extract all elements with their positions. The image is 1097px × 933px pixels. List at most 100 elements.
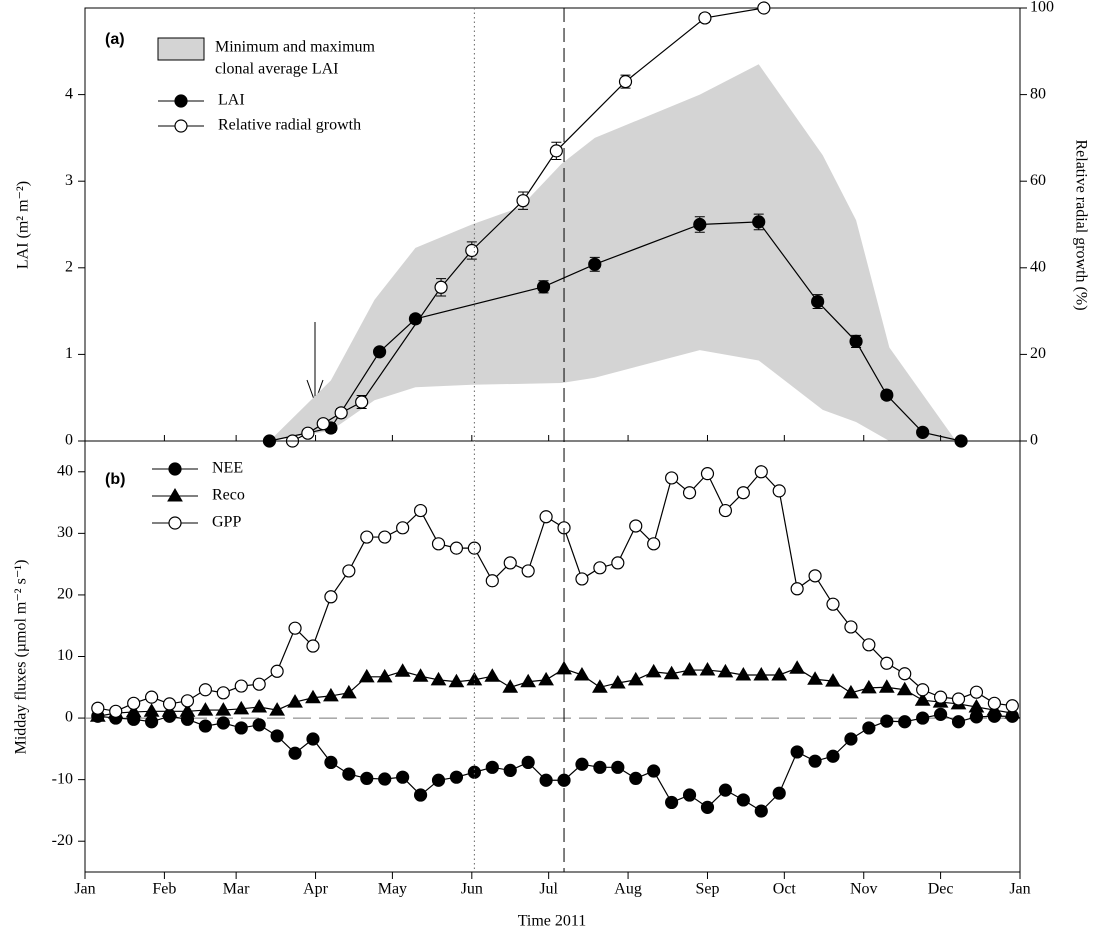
marker [372,345,387,359]
y-tick-label: 40 [57,462,73,479]
marker [898,667,912,681]
marker [288,746,302,760]
marker [700,800,715,814]
x-tick-label: Mar [223,881,250,898]
marker [609,674,626,689]
marker [645,663,662,678]
legend-swatch [157,37,205,61]
marker [324,755,338,770]
marker [396,770,410,784]
marker [485,574,499,588]
marker [771,666,788,681]
y2-tick-label: 20 [1030,345,1046,362]
marker [647,764,661,778]
marker [162,697,177,711]
marker [916,425,930,439]
marker [735,666,752,681]
marker [588,257,602,271]
panel-label: (b) [105,471,125,488]
marker [288,621,302,635]
marker [663,665,680,680]
marker [215,702,232,716]
marker [520,673,537,688]
marker [521,755,535,770]
marker [167,488,183,502]
marker [270,664,284,678]
marker [752,215,766,229]
marker [376,668,393,683]
marker [125,703,142,718]
marker [718,503,733,518]
marker [378,772,392,786]
marker [431,537,446,551]
marker [968,698,985,713]
marker [301,426,315,440]
marker [233,700,250,715]
marker [449,770,464,784]
marker [287,694,303,708]
legend-label: Minimum and maximum [215,39,376,56]
marker [844,732,858,746]
marker [516,194,530,208]
marker [808,569,822,583]
marker [754,804,768,818]
marker [790,745,804,759]
marker [355,395,369,409]
marker [198,719,212,733]
marker [736,793,750,807]
marker [270,729,284,743]
y-tick-label: 2 [65,258,73,275]
marker [933,707,948,721]
marker [693,217,707,232]
marker [699,662,716,676]
marker [358,668,375,683]
y-tick-label: -20 [52,832,73,849]
marker [216,716,230,730]
marker [592,679,608,693]
y-tick-label: 4 [65,85,73,102]
marker [878,679,895,693]
marker [145,715,159,729]
marker [718,783,733,797]
band-area [269,64,956,441]
x-tick-label: Nov [850,881,878,898]
marker [396,521,410,535]
marker [269,702,285,716]
y2-tick-label: 80 [1030,85,1046,102]
marker [536,280,551,294]
marker [736,486,750,500]
marker [252,677,266,691]
marker [790,582,804,596]
marker [898,715,912,729]
marker [251,698,268,713]
marker [465,243,479,258]
marker [753,666,770,681]
marker [127,696,141,710]
marker [412,668,429,682]
y-tick-label: 1 [65,345,73,362]
marker [916,711,930,725]
x-tick-label: Dec [928,881,954,898]
marker [618,75,633,89]
y-tick-label: 20 [57,586,73,603]
marker [574,666,590,681]
y-tick-label: 30 [57,524,73,541]
x-tick-label: Jan [74,881,95,898]
marker [197,702,214,716]
y2-tick-label: 100 [1030,0,1054,16]
marker [896,681,913,696]
marker [198,683,212,697]
marker [174,94,188,108]
marker [754,465,768,479]
y-tick-label: 0 [65,709,73,726]
marker [593,760,607,774]
marker [611,760,625,774]
marker [665,795,679,810]
y-axis-label: Midday fluxes (µmol m⁻² s⁻¹) [13,560,30,755]
marker [413,788,428,802]
legend-label: GPP [212,514,241,531]
marker [647,537,661,551]
marker [772,484,786,498]
marker [862,638,876,652]
x-tick-label: Jun [461,881,483,898]
